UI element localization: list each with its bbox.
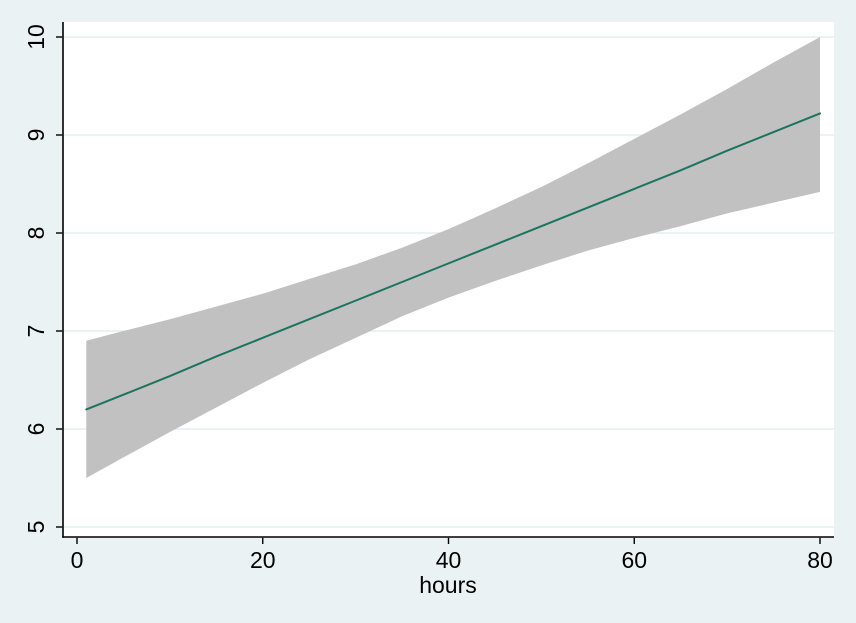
tick-labels: 5 6 7 8 9 10 0 20 40 60 80 [23, 24, 833, 573]
tick-marks [56, 36, 821, 544]
y-tick-label: 5 [23, 521, 49, 534]
y-tick-label: 6 [23, 423, 49, 436]
fit-line [85, 112, 821, 411]
x-tick-label: 20 [250, 547, 276, 573]
y-tick-label: 9 [23, 129, 49, 142]
confidence-band-group [86, 37, 821, 478]
x-tick-label: 60 [621, 547, 647, 573]
confidence-band [86, 37, 821, 478]
fit-line-group [85, 112, 821, 411]
y-tick-label: 10 [23, 24, 49, 50]
gridlines [63, 36, 834, 528]
x-tick-label: 0 [71, 547, 84, 573]
x-axis-title: hours [419, 572, 477, 598]
x-tick-label: 40 [436, 547, 462, 573]
y-tick-label: 7 [23, 325, 49, 338]
y-tick-label: 8 [23, 227, 49, 240]
x-tick-label: 80 [807, 547, 833, 573]
